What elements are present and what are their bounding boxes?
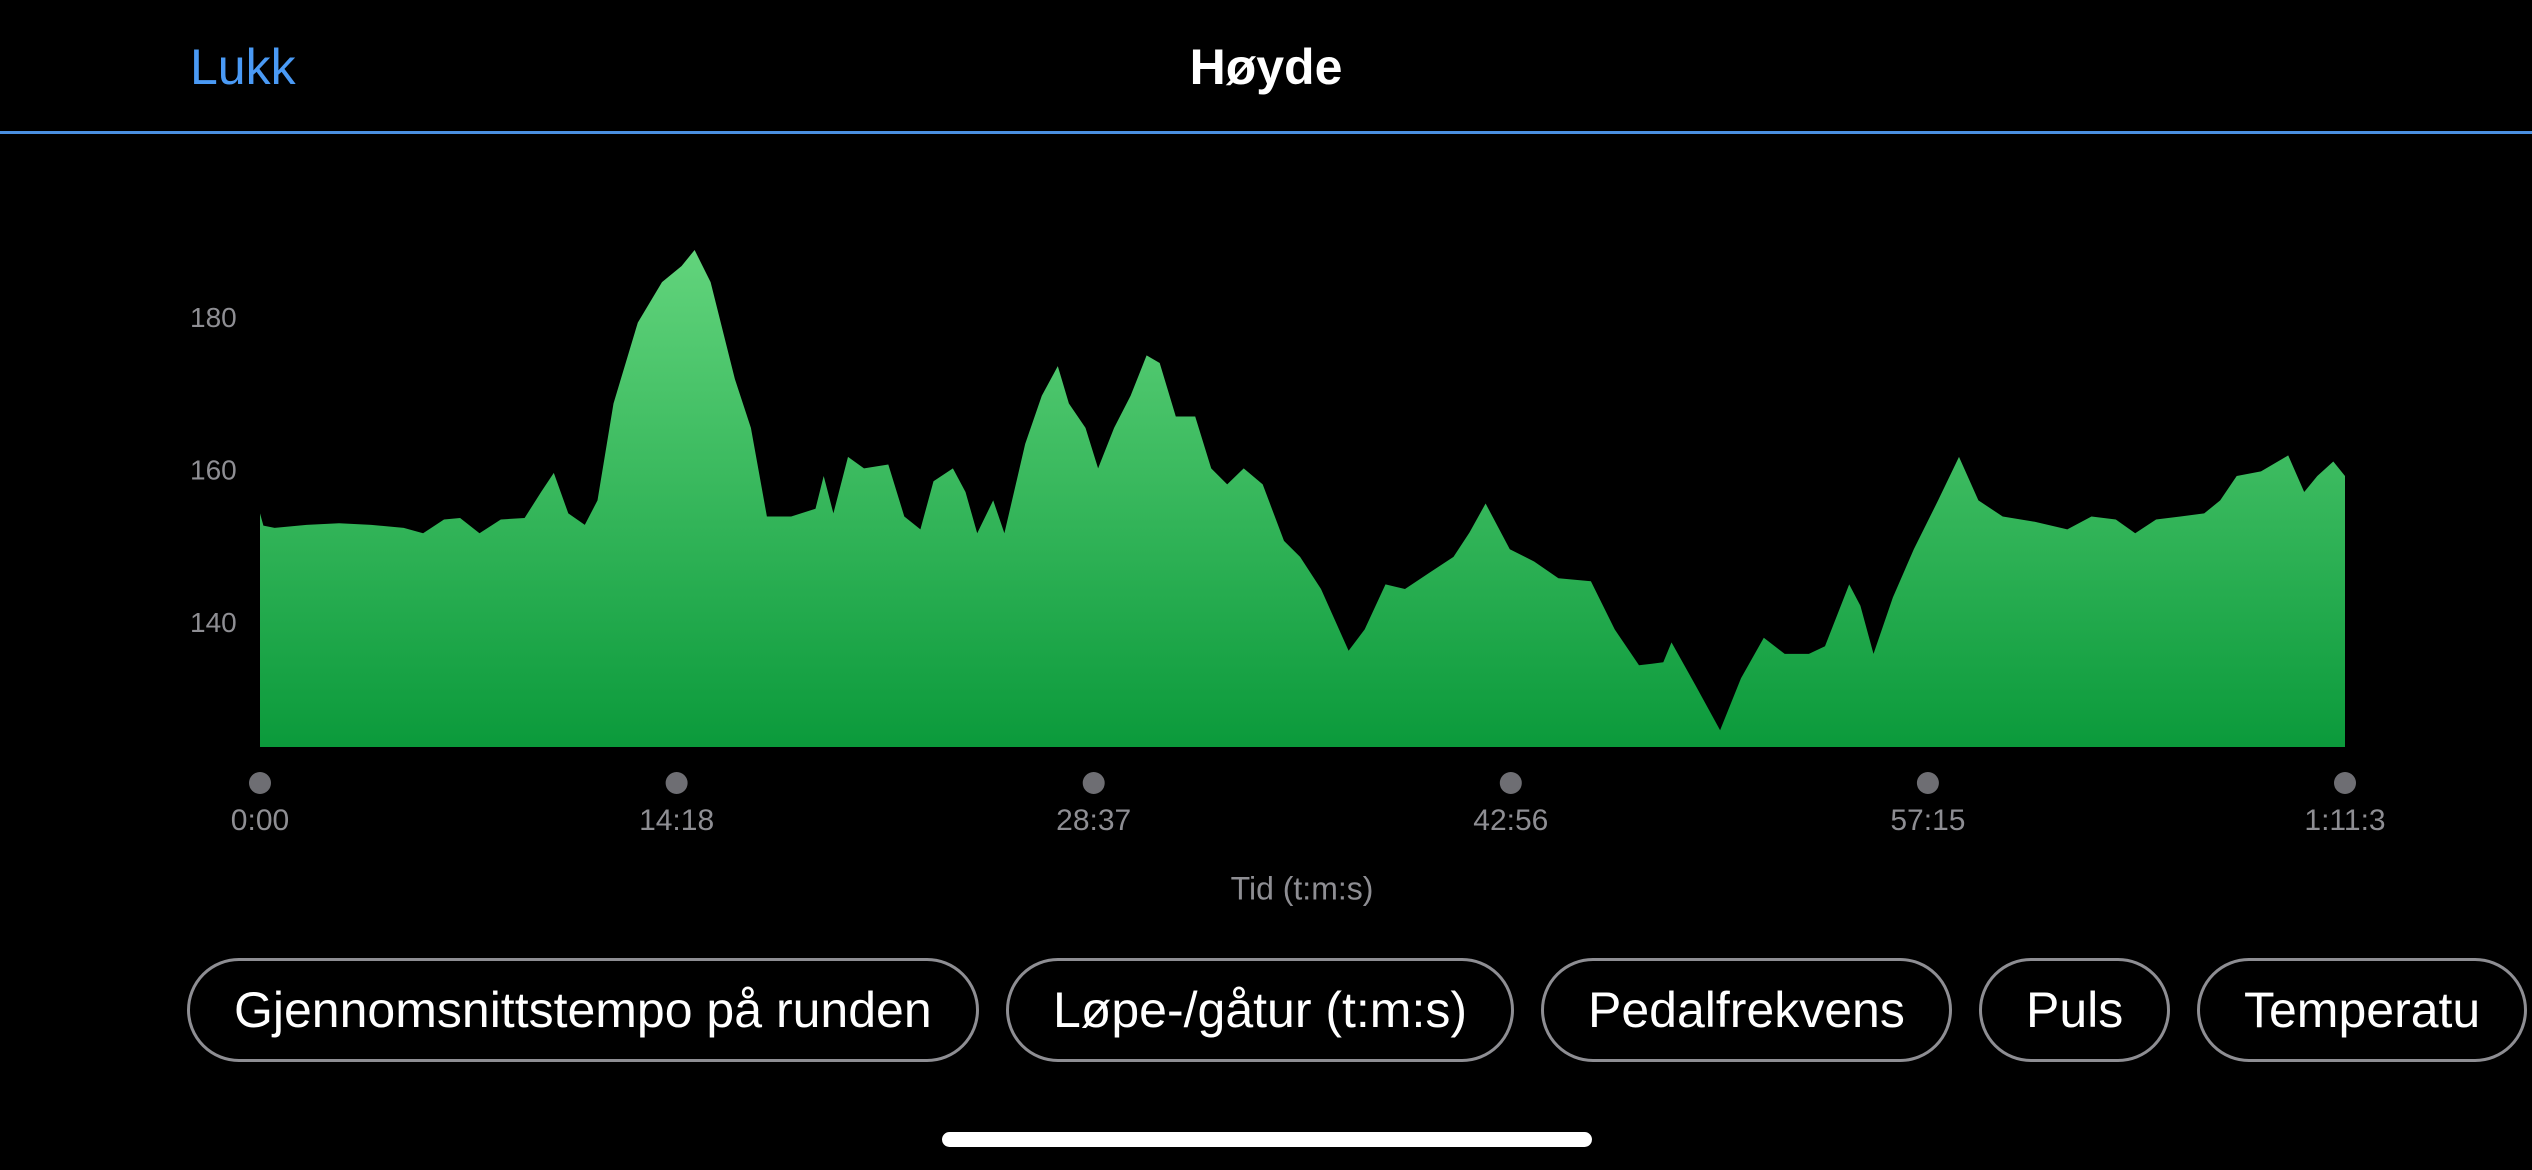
- x-tick-label: 0:00: [231, 804, 289, 837]
- metric-chip[interactable]: Puls: [1979, 958, 2171, 1062]
- close-button[interactable]: Lukk: [190, 39, 296, 95]
- x-tick-dot: [249, 772, 271, 794]
- header-divider: [0, 131, 2532, 134]
- screen-title: Høyde: [1189, 39, 1343, 95]
- y-tick-label: 160: [190, 455, 237, 486]
- x-tick-dot: [2334, 772, 2356, 794]
- metric-chip[interactable]: Temperatu: [2197, 958, 2528, 1062]
- x-tick-label: 42:56: [1473, 804, 1548, 837]
- x-axis-label: Tid (t:m:s): [1231, 870, 1374, 906]
- chart: Tid (t:m:s) 140 160 180 0:00 14:18 28:37 42:56…: [190, 250, 2386, 906]
- x-tick-label: 57:15: [1890, 804, 1965, 837]
- y-tick-label: 180: [190, 302, 237, 333]
- x-tick-dot: [1082, 772, 1105, 794]
- metric-chip[interactable]: Løpe-/gåtur (t:m:s): [1006, 958, 1514, 1062]
- metric-chip[interactable]: Gjennomsnittstempo på runden: [187, 958, 979, 1062]
- home-indicator: [942, 1132, 1592, 1147]
- x-tick-dot: [1916, 772, 1939, 794]
- x-tick-dot: [1499, 772, 1522, 794]
- x-tick-label: 14:18: [639, 804, 714, 837]
- y-tick-label: 140: [190, 607, 237, 638]
- metric-chip[interactable]: Pedalfrekvens: [1541, 958, 1952, 1062]
- x-tick-dot: [665, 772, 688, 794]
- x-tick-label: 1:11:3: [2304, 804, 2385, 837]
- x-tick-label: 28:37: [1056, 804, 1131, 837]
- elevation-area: [260, 250, 2345, 747]
